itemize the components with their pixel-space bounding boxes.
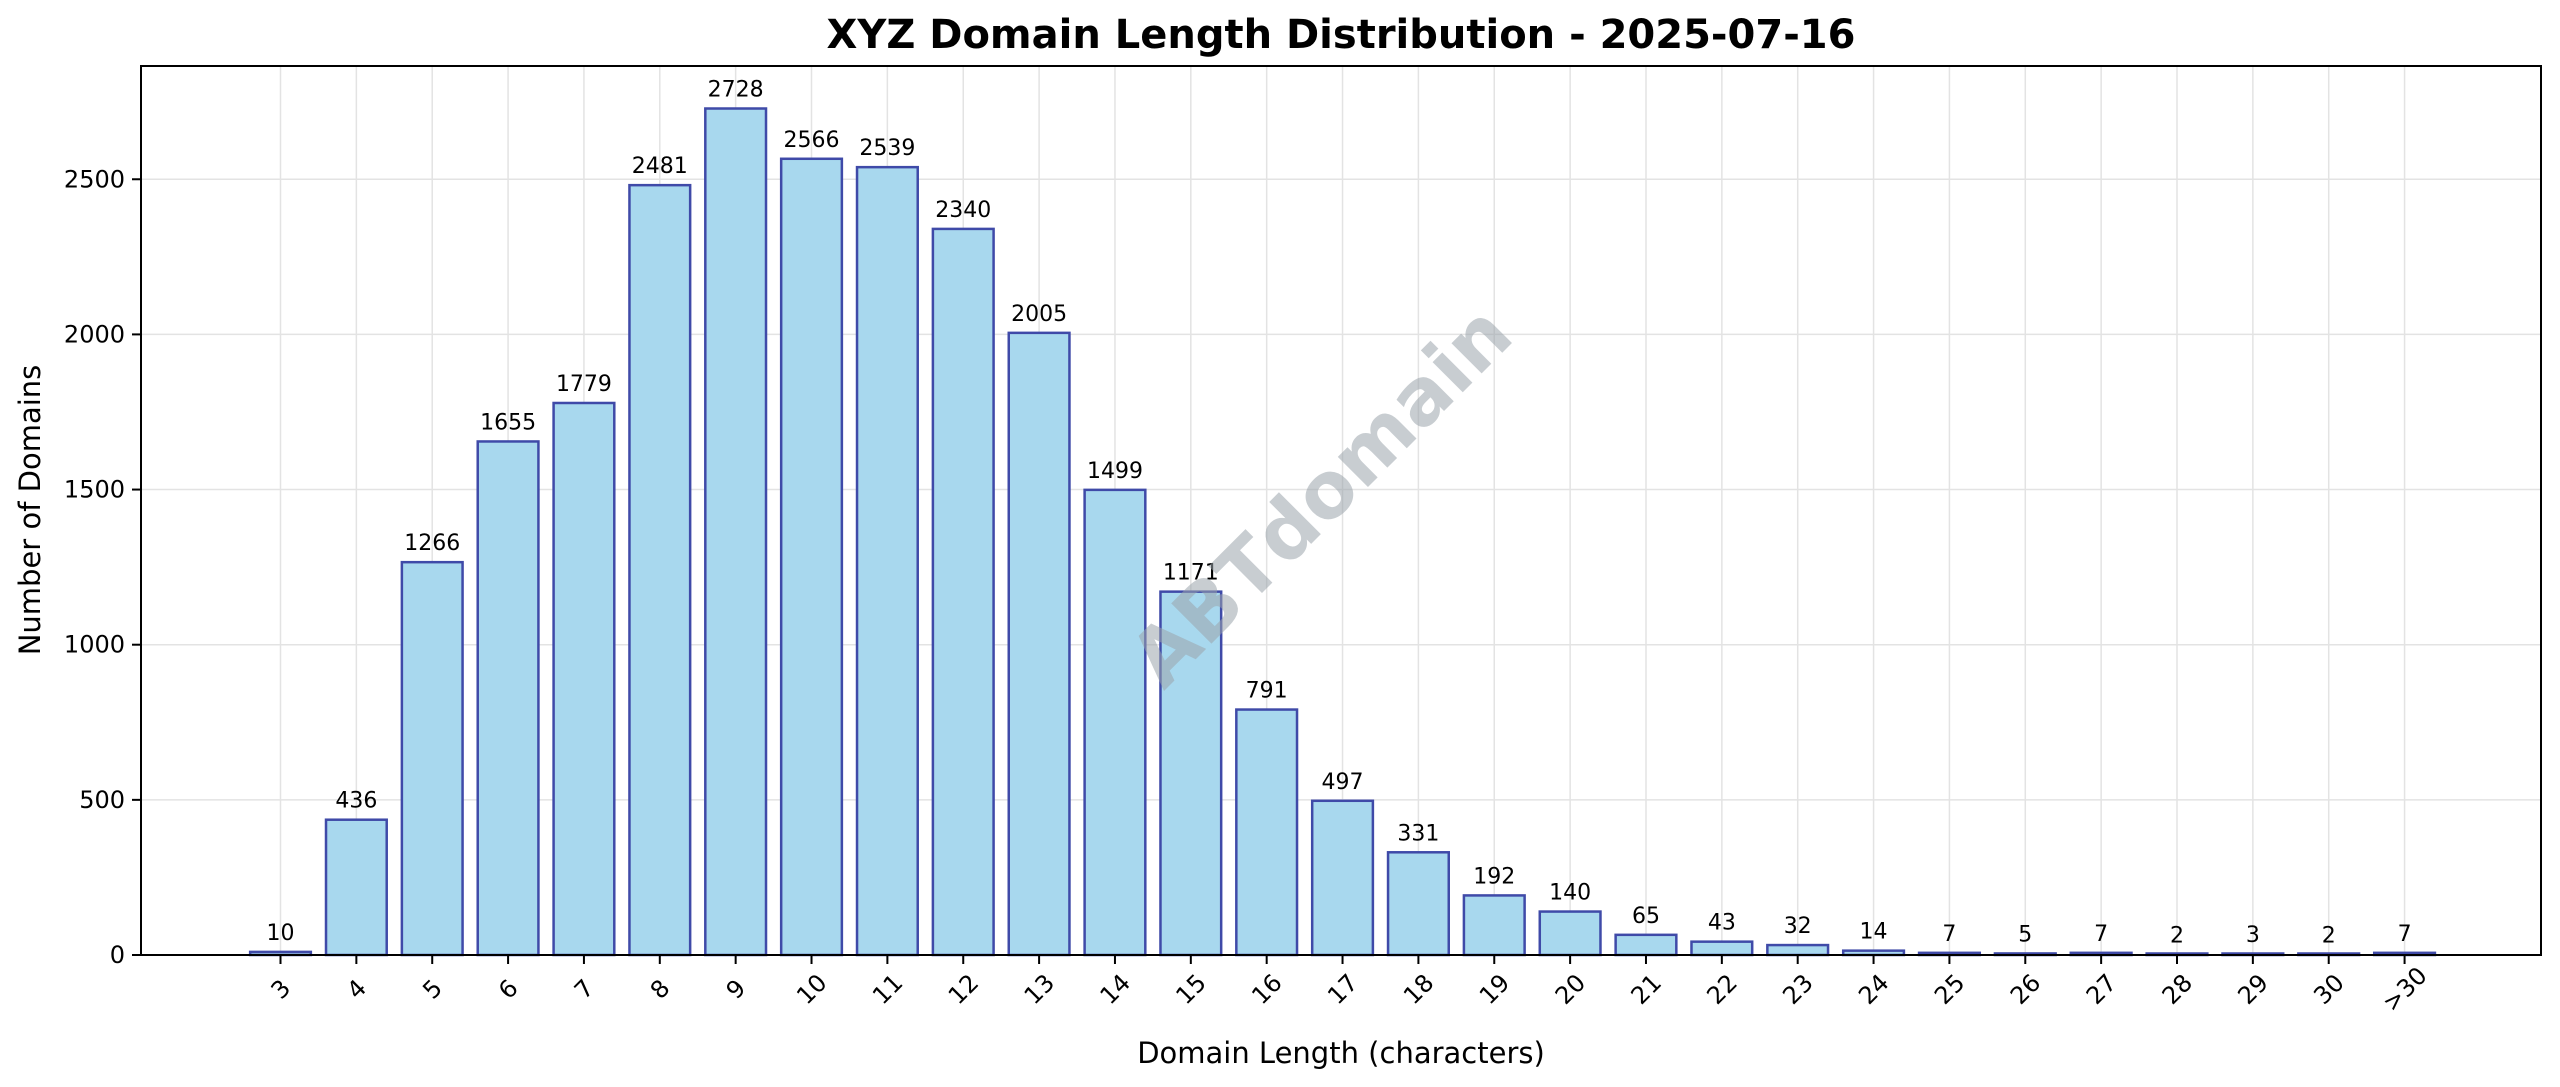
data-label-layer: 10 436 1266 1655 1779 2481 2728 2566 2539 2340 200…: [267, 78, 2412, 949]
bar-7: [552, 401, 616, 957]
x-tick-label: 29: [2233, 969, 2274, 1010]
data-label: 2539: [859, 136, 915, 161]
data-label: 65: [1632, 904, 1660, 929]
data-label: 10: [267, 921, 295, 946]
y-tick-label: 0: [110, 941, 125, 969]
data-label: 140: [1549, 881, 1591, 906]
x-tick-label: 9: [721, 974, 752, 1005]
bar-8: [628, 183, 692, 957]
x-tick-label: 4: [341, 974, 372, 1005]
data-label: 192: [1473, 864, 1515, 889]
bar-layer: [248, 107, 2437, 957]
x-tick-label: 7: [569, 974, 600, 1005]
bar-20: [1538, 910, 1602, 957]
x-tick-label: 19: [1474, 969, 1515, 1010]
bar-13: [1007, 331, 1071, 957]
data-label: 1499: [1087, 459, 1143, 484]
x-tick-label: 6: [493, 974, 524, 1005]
x-tick-label: 13: [1019, 969, 1060, 1010]
x-tick-label: 8: [645, 974, 676, 1005]
y-tick-label: 2000: [64, 320, 125, 348]
bar-19: [1462, 894, 1526, 957]
data-label: 14: [1860, 920, 1888, 945]
data-label: 1171: [1163, 561, 1219, 586]
bar-11: [855, 165, 919, 957]
data-label: 2: [2322, 923, 2336, 948]
x-tick-label: 10: [791, 969, 832, 1010]
bar-12: [931, 227, 995, 957]
bar-6: [476, 440, 540, 957]
bar-14: [1083, 488, 1147, 957]
x-tick-label: 23: [1777, 969, 1818, 1010]
data-label: 7: [2398, 922, 2412, 947]
y-tick-label: 1500: [64, 476, 125, 504]
data-label: 1655: [480, 410, 536, 435]
x-tick-label: 20: [1550, 969, 1591, 1010]
bar-5: [400, 560, 464, 957]
x-tick-label: 27: [2081, 969, 2122, 1010]
x-tick-label: 17: [1322, 969, 1363, 1010]
x-tick-label: 18: [1398, 969, 1439, 1010]
bar-18: [1386, 851, 1451, 957]
x-tick-label: 30: [2308, 969, 2349, 1010]
data-label: 1779: [556, 372, 612, 397]
data-label: 43: [1708, 911, 1736, 936]
x-tick-label: 28: [2157, 969, 2198, 1010]
data-label: 436: [335, 789, 377, 814]
data-label: 2566: [784, 128, 840, 153]
x-tick-label: 25: [1929, 969, 1970, 1010]
data-label: 32: [1784, 914, 1812, 939]
bar-15: [1159, 590, 1223, 957]
y-axis-label: Number of Domains: [13, 365, 47, 656]
data-label: 7: [2094, 922, 2108, 947]
bar-17: [1310, 799, 1375, 957]
x-tick-label: 5: [417, 974, 448, 1005]
x-tick-label: 12: [943, 969, 984, 1010]
x-tick-label: 3: [266, 974, 297, 1005]
bar-22: [1690, 940, 1754, 957]
bar-23: [1766, 943, 1830, 957]
x-tick-label: 24: [1853, 969, 1894, 1010]
x-tick-label: 16: [1246, 969, 1287, 1010]
data-label: 1266: [404, 531, 460, 556]
bar-4: [324, 818, 388, 957]
y-tick-label: 500: [79, 786, 125, 814]
data-label: 331: [1397, 821, 1439, 846]
bar-16: [1235, 708, 1299, 957]
bar-21: [1614, 933, 1678, 957]
y-tick-label: 1000: [64, 631, 125, 659]
data-label: 2728: [708, 78, 764, 103]
chart-title: XYZ Domain Length Distribution - 2025-07…: [827, 12, 1856, 58]
y-tick-label: 2500: [64, 165, 125, 193]
data-label: 497: [1322, 770, 1364, 795]
x-tick-label: 11: [867, 969, 908, 1010]
data-label: 7: [1942, 922, 1956, 947]
data-label: 3: [2246, 923, 2260, 948]
bar-9: [704, 107, 768, 957]
x-tick-label: >30: [2377, 962, 2433, 1018]
x-tick-label: 22: [1701, 969, 1742, 1010]
data-label: 2005: [1011, 302, 1067, 327]
x-tick-label: 21: [1626, 969, 1667, 1010]
x-tick-label: 26: [2005, 969, 2046, 1010]
x-tick-label: 14: [1095, 969, 1136, 1010]
x-axis-label: Domain Length (characters): [1137, 1036, 1545, 1070]
data-label: 2481: [632, 154, 688, 179]
watermark-text: ABTdomain: [1114, 289, 1530, 705]
data-label: 5: [2018, 922, 2032, 947]
data-label: 791: [1246, 679, 1288, 704]
x-tick-label: 15: [1170, 969, 1211, 1010]
data-label: 2: [2170, 923, 2184, 948]
bar-10: [779, 157, 844, 957]
data-label: 2340: [935, 198, 991, 223]
plot-frame: [140, 65, 2542, 956]
